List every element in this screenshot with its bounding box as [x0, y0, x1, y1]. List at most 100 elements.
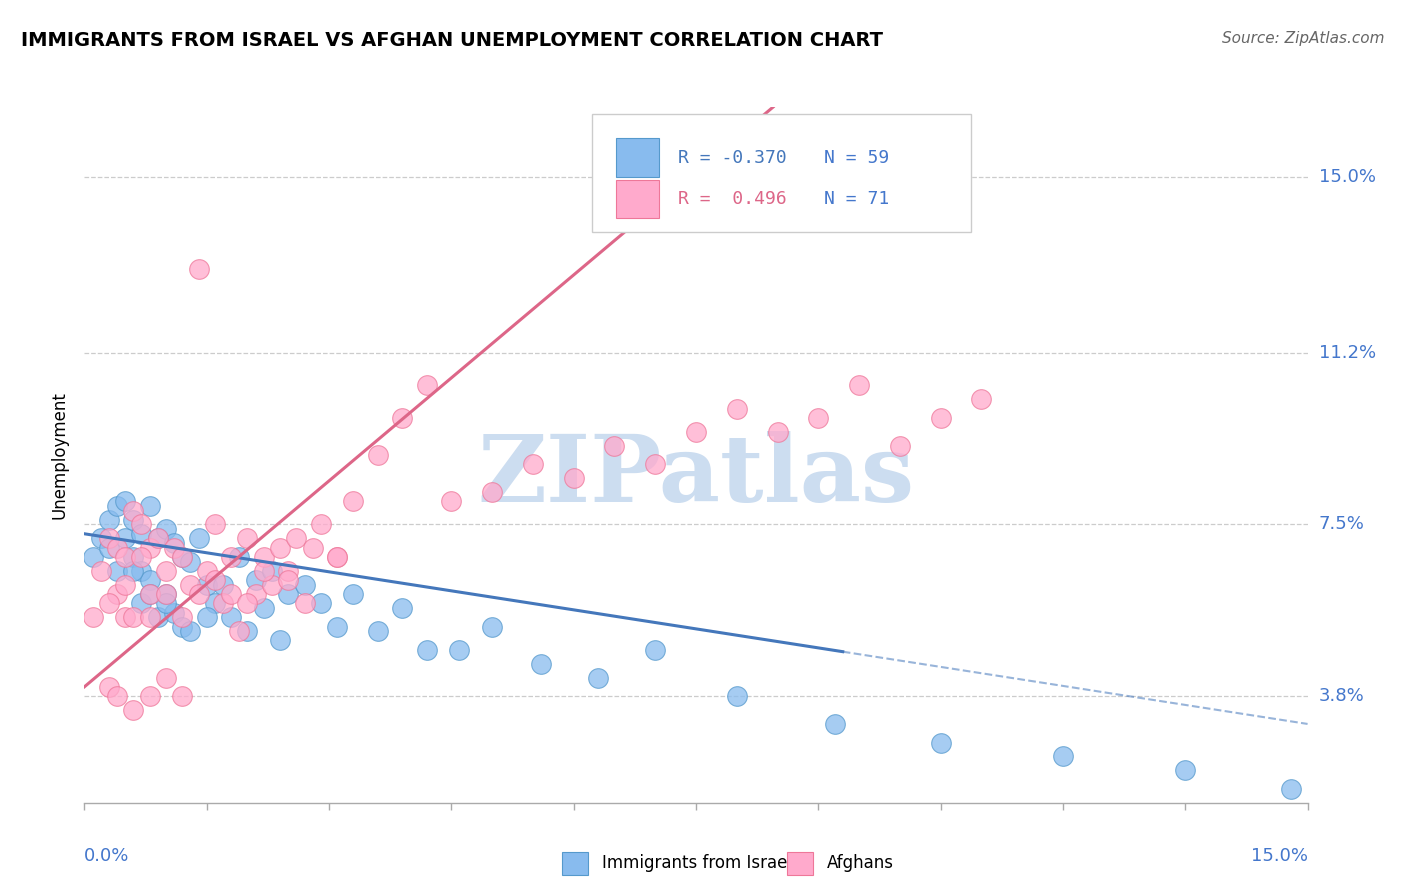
Text: N = 59: N = 59	[824, 149, 890, 167]
Point	[889, 439, 911, 453]
Text: 3.8%: 3.8%	[1319, 687, 1364, 705]
Point	[204, 573, 226, 587]
Point	[131, 564, 153, 578]
Point	[105, 587, 128, 601]
Point	[309, 596, 332, 610]
Point	[114, 494, 136, 508]
Point	[644, 642, 666, 657]
Point	[367, 624, 389, 639]
Point	[219, 610, 242, 624]
Point	[155, 596, 177, 610]
Point	[90, 564, 112, 578]
Point	[253, 601, 276, 615]
Point	[138, 573, 160, 587]
Point	[105, 689, 128, 703]
Point	[155, 587, 177, 601]
Point	[155, 522, 177, 536]
Point	[1174, 764, 1197, 778]
Point	[195, 610, 218, 624]
Point	[131, 549, 153, 564]
Point	[219, 587, 242, 601]
Point	[929, 735, 952, 749]
Point	[253, 564, 276, 578]
Point	[195, 564, 218, 578]
Point	[179, 624, 201, 639]
Point	[204, 517, 226, 532]
Point	[195, 578, 218, 592]
Y-axis label: Unemployment: Unemployment	[51, 391, 69, 519]
Point	[122, 513, 145, 527]
Point	[236, 596, 259, 610]
Point	[1052, 749, 1074, 764]
Point	[131, 526, 153, 541]
Point	[294, 596, 316, 610]
Point	[245, 573, 267, 587]
Text: 15.0%: 15.0%	[1250, 847, 1308, 865]
Point	[326, 619, 349, 633]
Point	[449, 642, 471, 657]
Point	[97, 680, 120, 694]
Point	[725, 401, 748, 416]
Text: ZIPatlas: ZIPatlas	[478, 431, 914, 521]
Text: 7.5%: 7.5%	[1319, 516, 1365, 533]
Point	[138, 587, 160, 601]
Point	[179, 555, 201, 569]
Point	[114, 610, 136, 624]
Point	[644, 457, 666, 471]
FancyBboxPatch shape	[616, 180, 659, 219]
FancyBboxPatch shape	[592, 114, 972, 232]
Point	[416, 378, 439, 392]
Point	[97, 513, 120, 527]
Point	[138, 587, 160, 601]
Point	[163, 606, 186, 620]
Point	[440, 494, 463, 508]
Point	[245, 587, 267, 601]
Point	[131, 596, 153, 610]
Point	[204, 596, 226, 610]
Point	[155, 564, 177, 578]
Point	[253, 549, 276, 564]
Text: 11.2%: 11.2%	[1319, 344, 1376, 362]
Point	[603, 439, 626, 453]
Point	[1279, 781, 1302, 796]
Point	[277, 573, 299, 587]
Point	[82, 610, 104, 624]
Point	[146, 532, 169, 546]
Point	[342, 587, 364, 601]
Point	[146, 532, 169, 546]
Text: Afghans: Afghans	[827, 855, 894, 872]
Point	[481, 619, 503, 633]
Point	[260, 564, 283, 578]
Point	[114, 549, 136, 564]
Point	[138, 499, 160, 513]
Point	[285, 532, 308, 546]
Point	[146, 610, 169, 624]
Point	[391, 410, 413, 425]
Point	[179, 578, 201, 592]
Point	[97, 532, 120, 546]
Text: IMMIGRANTS FROM ISRAEL VS AFGHAN UNEMPLOYMENT CORRELATION CHART: IMMIGRANTS FROM ISRAEL VS AFGHAN UNEMPLO…	[21, 31, 883, 50]
Point	[367, 448, 389, 462]
FancyBboxPatch shape	[616, 138, 659, 177]
Point	[522, 457, 544, 471]
Point	[82, 549, 104, 564]
Point	[122, 549, 145, 564]
Point	[122, 703, 145, 717]
Point	[131, 517, 153, 532]
Point	[228, 624, 250, 639]
Point	[294, 578, 316, 592]
Text: Source: ZipAtlas.com: Source: ZipAtlas.com	[1222, 31, 1385, 46]
Point	[187, 262, 209, 277]
Point	[172, 610, 194, 624]
Point	[163, 536, 186, 550]
Point	[481, 485, 503, 500]
Text: 0.0%: 0.0%	[84, 847, 129, 865]
Point	[970, 392, 993, 407]
Point	[212, 578, 235, 592]
Point	[212, 596, 235, 610]
Point	[187, 532, 209, 546]
Text: Immigrants from Israel: Immigrants from Israel	[602, 855, 792, 872]
Point	[97, 541, 120, 555]
Point	[122, 503, 145, 517]
Point	[155, 671, 177, 685]
